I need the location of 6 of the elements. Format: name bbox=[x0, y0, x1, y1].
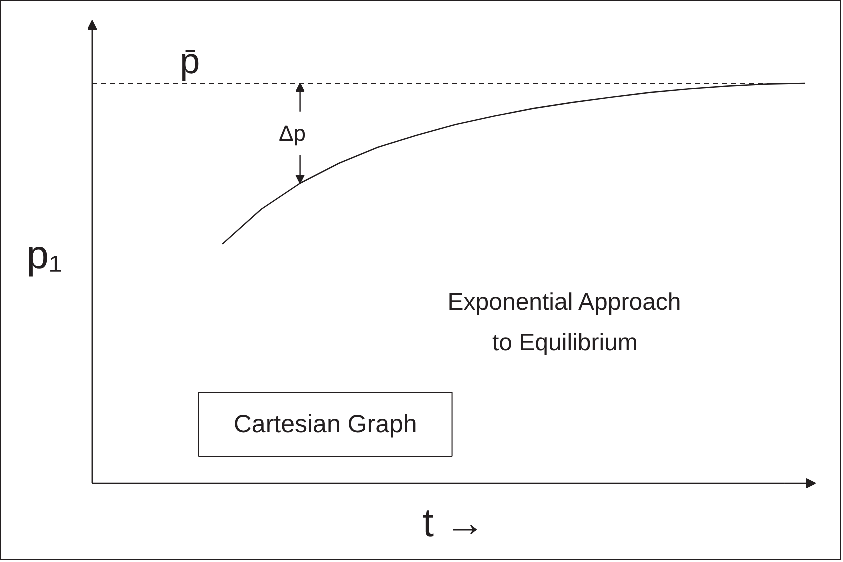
annotation: Exponential Approach to Equilibrium bbox=[448, 288, 682, 356]
x-axis-title: t → bbox=[422, 502, 486, 546]
y-axis-title: p₁ bbox=[26, 234, 63, 278]
ref-line-label: p̄ bbox=[180, 40, 200, 82]
annotation: Cartesian Graph bbox=[234, 410, 418, 438]
annotation: Δp bbox=[279, 121, 306, 146]
